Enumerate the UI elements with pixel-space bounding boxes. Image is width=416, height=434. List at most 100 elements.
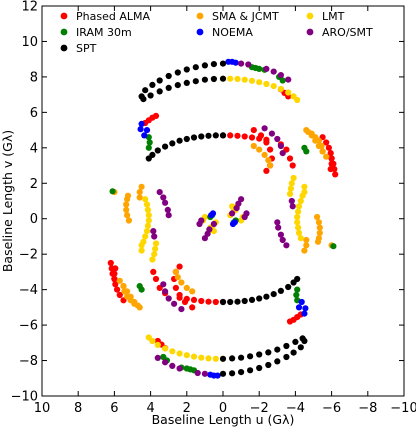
- data-point: [323, 153, 330, 160]
- data-point: [295, 304, 303, 311]
- data-point: [152, 240, 160, 247]
- data-point: [241, 133, 248, 140]
- data-point: [279, 236, 286, 244]
- data-point: [143, 228, 151, 235]
- data-point: [142, 87, 149, 94]
- data-point: [192, 64, 199, 71]
- data-point: [156, 189, 163, 196]
- data-point: [154, 147, 161, 154]
- data-point: [328, 155, 335, 162]
- data-point: [283, 342, 290, 350]
- data-point: [123, 201, 130, 208]
- data-point: [235, 200, 242, 207]
- legend-marker: [196, 28, 204, 36]
- data-point: [277, 231, 284, 238]
- data-point: [219, 132, 227, 139]
- data-point: [270, 291, 277, 298]
- data-point: [301, 183, 308, 190]
- data-point: [165, 295, 172, 302]
- data-point: [238, 354, 245, 361]
- data-point: [176, 365, 183, 372]
- data-point: [165, 212, 172, 219]
- data-point: [277, 85, 284, 93]
- data-point: [162, 199, 169, 206]
- data-point: [231, 219, 238, 226]
- data-point: [277, 142, 284, 150]
- data-point: [178, 279, 185, 286]
- data-point: [330, 243, 337, 250]
- data-point: [229, 370, 236, 377]
- data-point: [160, 194, 167, 201]
- legend-item: IRAM 30m: [60, 26, 132, 39]
- data-point: [145, 144, 152, 151]
- data-point: [232, 59, 239, 66]
- x-tick-label: 4: [146, 401, 154, 416]
- data-point: [169, 362, 176, 369]
- data-point: [286, 318, 294, 325]
- data-point: [229, 210, 236, 217]
- data-point: [297, 235, 304, 242]
- data-point: [154, 341, 161, 348]
- legend-label: LMT: [322, 10, 345, 23]
- series-3: [109, 64, 337, 374]
- series-6: [138, 60, 308, 377]
- data-point: [190, 296, 198, 303]
- data-point: [162, 345, 169, 352]
- data-point: [109, 270, 116, 277]
- data-point: [210, 75, 217, 83]
- x-tick-label: −8: [358, 401, 377, 416]
- data-point: [136, 283, 143, 290]
- data-point: [212, 298, 219, 306]
- data-point: [238, 369, 245, 376]
- data-point: [257, 132, 265, 139]
- data-points: [107, 58, 339, 379]
- data-point: [286, 190, 294, 197]
- data-point: [201, 235, 208, 242]
- data-point: [136, 189, 143, 196]
- data-point: [176, 263, 183, 270]
- data-point: [183, 352, 190, 359]
- data-point: [274, 358, 281, 365]
- data-point: [162, 288, 169, 295]
- data-point: [250, 142, 257, 150]
- data-point: [279, 150, 286, 157]
- data-point: [138, 247, 145, 254]
- data-point: [108, 265, 115, 272]
- data-point: [194, 369, 201, 377]
- data-point: [176, 137, 183, 144]
- data-point: [248, 134, 256, 141]
- data-point: [183, 365, 190, 372]
- data-point: [256, 351, 263, 358]
- data-point: [156, 77, 163, 84]
- data-point: [295, 224, 302, 231]
- data-point: [210, 220, 217, 228]
- data-point: [274, 135, 281, 143]
- data-point: [261, 151, 268, 158]
- data-point: [286, 155, 294, 162]
- legend-label: ARO/SMT: [322, 26, 373, 39]
- data-point: [303, 236, 310, 244]
- data-point: [312, 137, 319, 144]
- data-point: [143, 127, 151, 134]
- data-point: [275, 224, 282, 231]
- data-point: [196, 220, 203, 228]
- data-point: [270, 83, 277, 90]
- data-point: [107, 259, 114, 267]
- data-point: [256, 364, 263, 372]
- data-point: [190, 353, 198, 360]
- data-point: [327, 150, 334, 157]
- data-point: [256, 146, 263, 153]
- x-tick-label: −10: [390, 401, 416, 416]
- data-point: [283, 353, 290, 361]
- data-point: [263, 65, 270, 72]
- data-point: [201, 76, 208, 83]
- legend-item: SMA & JCMT: [196, 10, 279, 23]
- data-point: [248, 296, 256, 303]
- data-point: [174, 69, 181, 76]
- data-point: [305, 128, 312, 135]
- legend-marker: [306, 12, 314, 20]
- data-point: [205, 132, 212, 139]
- data-point: [152, 275, 160, 283]
